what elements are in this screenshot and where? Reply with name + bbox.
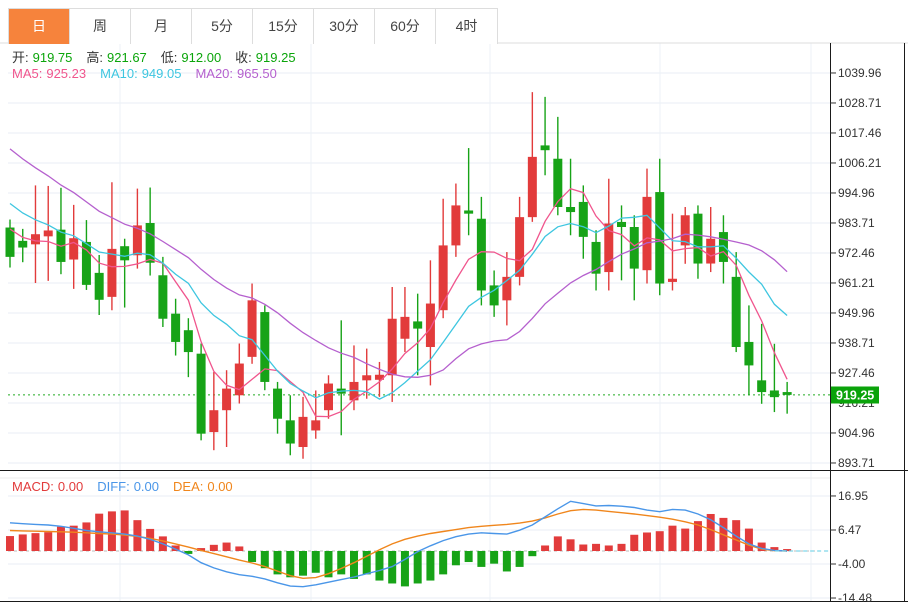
svg-text:-14.48: -14.48: [838, 591, 872, 604]
price-axis: 1039.96 1028.71 1017.46 1006.21 994.96 983.71…: [830, 66, 882, 470]
tab-month[interactable]: 月: [131, 9, 192, 44]
svg-text:994.96: 994.96: [838, 186, 875, 200]
ma5-line: [9, 187, 788, 418]
svg-text:904.96: 904.96: [838, 426, 875, 440]
close-label: 收:: [235, 50, 252, 65]
svg-text:1039.96: 1039.96: [838, 66, 882, 80]
svg-text:919.25: 919.25: [836, 389, 874, 403]
svg-text:972.46: 972.46: [838, 246, 875, 260]
svg-text:1028.71: 1028.71: [838, 96, 882, 110]
diff-line: [9, 500, 788, 588]
gridlines: [8, 43, 830, 602]
low-value: 912.00: [181, 50, 222, 65]
ma10-label: MA10:: [100, 66, 138, 81]
dea-value: 0.00: [207, 479, 233, 494]
ma20-value: 965.50: [237, 66, 277, 81]
low-label: 低:: [160, 50, 178, 65]
ma5-value: 925.23: [46, 66, 87, 81]
diff-label: DIFF:: [97, 479, 130, 494]
high-label: 高:: [86, 50, 104, 65]
open-value: 919.75: [32, 50, 73, 65]
svg-text:-4.00: -4.00: [838, 557, 866, 571]
tab-15min[interactable]: 15分: [253, 9, 314, 44]
svg-text:983.71: 983.71: [838, 216, 875, 230]
ma10-value: 949.05: [141, 66, 182, 81]
diff-value: 0.00: [133, 479, 160, 494]
panel-borders: [0, 42, 908, 602]
ma-readout: MA5: 925.23 MA10: 949.05 MA20: 965.50: [12, 66, 291, 81]
ma20-line: [9, 148, 788, 378]
ma5-label: MA5:: [12, 66, 43, 81]
svg-text:961.21: 961.21: [838, 276, 875, 290]
svg-text:938.71: 938.71: [838, 336, 875, 350]
svg-text:16.95: 16.95: [838, 489, 868, 503]
macd-label: MACD:: [12, 479, 54, 494]
svg-text:893.71: 893.71: [838, 456, 875, 470]
dea-label: DEA:: [173, 479, 204, 494]
macd-value: 0.00: [57, 479, 84, 494]
tab-30min[interactable]: 30分: [314, 9, 375, 44]
candles: [5, 92, 792, 459]
high-value: 921.67: [107, 50, 147, 65]
macd-histogram: [6, 510, 792, 587]
macd-readout: MACD: 0.00 DIFF: 0.00 DEA: 0.00: [12, 479, 247, 494]
tab-week[interactable]: 周: [70, 9, 131, 44]
tab-4hour[interactable]: 4时: [436, 9, 497, 44]
ma10-line: [9, 202, 788, 400]
close-value: 919.25: [255, 50, 296, 65]
tab-day[interactable]: 日: [9, 9, 70, 44]
open-label: 开:: [12, 50, 29, 65]
svg-text:949.96: 949.96: [838, 306, 875, 320]
ma20-label: MA20:: [195, 66, 234, 81]
timeframe-tabbar: 日周月 5分 15分 30分 60分 4时: [8, 8, 498, 44]
current-price-badge: 919.25: [831, 386, 879, 404]
tab-5min[interactable]: 5分: [192, 9, 253, 44]
macd-axis: 16.95 6.47 -4.00 -14.48: [830, 489, 872, 604]
tab-60min[interactable]: 60分: [375, 9, 436, 44]
ohlc-readout: 开: 919.75 高: 921.67 低: 912.00 收: 919.25: [12, 47, 310, 66]
svg-text:1006.21: 1006.21: [838, 156, 882, 170]
svg-text:1017.46: 1017.46: [838, 126, 882, 140]
svg-text:6.47: 6.47: [838, 523, 862, 537]
svg-text:927.46: 927.46: [838, 366, 875, 380]
